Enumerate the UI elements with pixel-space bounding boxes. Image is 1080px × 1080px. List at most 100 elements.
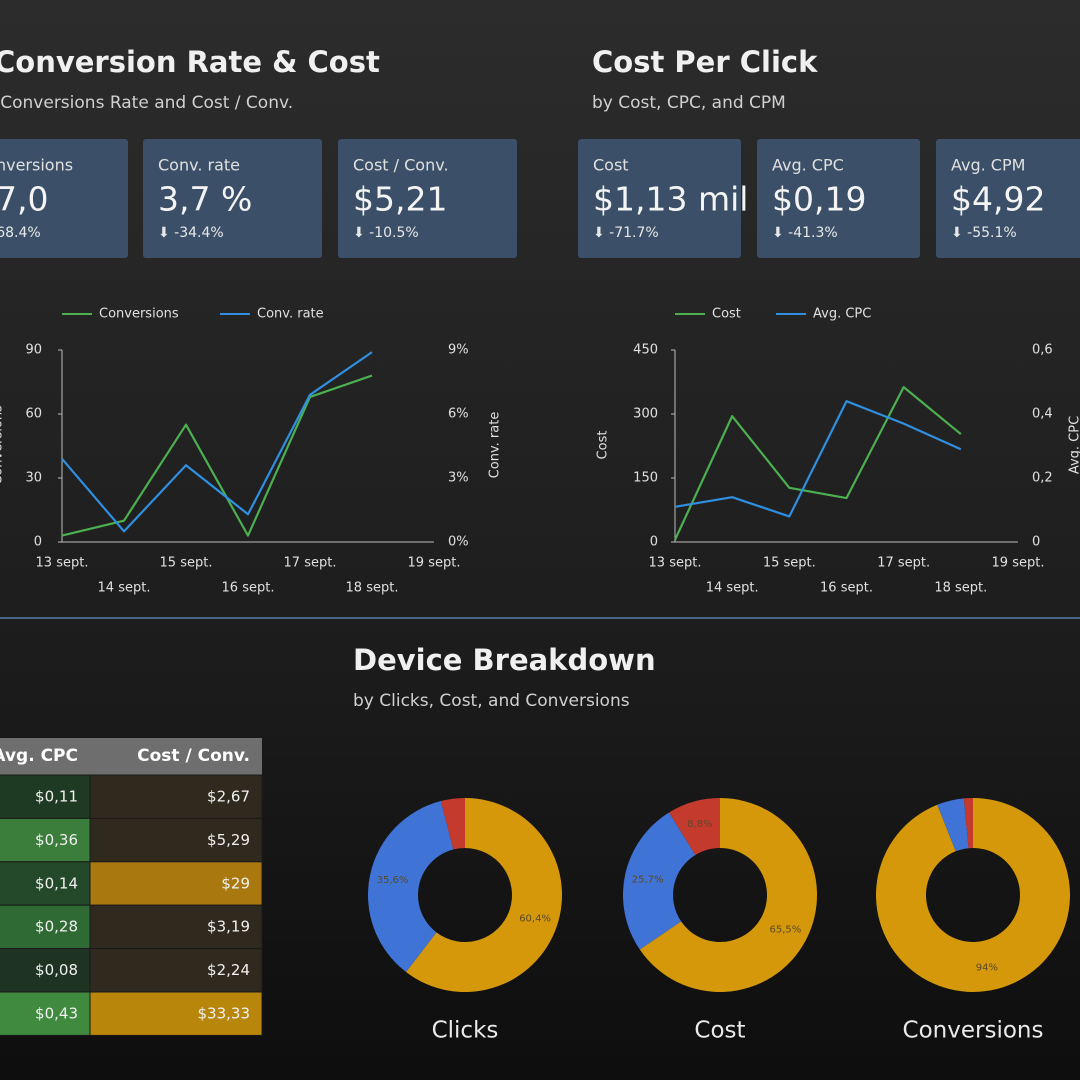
x-tick-label: 18 sept. [346, 581, 399, 596]
kpi-value: 17,0 [0, 180, 48, 219]
x-tick-label: 16 sept. [820, 581, 873, 596]
y-tick-label: 150 [633, 471, 658, 486]
table-cell-text: $33,33 [198, 1005, 251, 1023]
table-cell [0, 948, 91, 993]
y-axis-label: Cost [596, 431, 611, 460]
kpi-change: ⬇ -34.4% [158, 225, 224, 241]
y-axis-label: Conversions [0, 405, 6, 485]
y2-axis-label: Conv. rate [488, 412, 503, 479]
x-tick-label: 17 sept. [284, 556, 337, 571]
section-subtitle: by Cost, CPC, and CPM [592, 93, 786, 113]
kpi-label: Avg. CPM [951, 156, 1025, 175]
table-cell-text: $5,29 [207, 831, 250, 849]
table-cell [89, 991, 263, 1036]
y2-tick-label: 6% [448, 407, 469, 422]
legend-label: Avg. CPC [813, 307, 871, 322]
kpi-label: Avg. CPC [772, 156, 844, 175]
table-cell [0, 991, 91, 1036]
x-tick-label: 19 sept. [408, 556, 461, 571]
kpi-card [757, 139, 920, 258]
legend-label: Conv. rate [257, 307, 324, 322]
table-cell [0, 817, 91, 863]
table-cell [89, 948, 263, 993]
section-title: Cost Per Click [592, 45, 818, 79]
y2-tick-label: 0% [448, 535, 469, 550]
section-subtitle: by Conversions Rate and Cost / Conv. [0, 93, 293, 113]
kpi-card [936, 139, 1080, 258]
x-tick-label: 15 sept. [160, 556, 213, 571]
series-line [61, 374, 373, 537]
table-cell-text: $2,67 [207, 788, 250, 806]
y2-tick-label: 0,4 [1032, 407, 1053, 422]
table-cell-text: $0,11 [35, 788, 78, 806]
y2-tick-label: 0 [1032, 535, 1040, 550]
table-header: Cost / Conv. [137, 746, 250, 766]
y-tick-label: 450 [633, 343, 658, 358]
x-tick-label: 13 sept. [36, 556, 89, 571]
kpi-card [0, 139, 128, 258]
x-tick-label: 14 sept. [98, 581, 151, 596]
kpi-label: Cost / Conv. [353, 156, 449, 175]
x-tick-label: 18 sept. [934, 581, 987, 596]
legend-label: Cost [712, 307, 741, 322]
donut-slice [876, 798, 1070, 992]
slice-label: 60,4% [519, 914, 551, 925]
kpi-label: Conversions [0, 156, 73, 175]
y2-tick-label: 9% [448, 343, 469, 358]
y-tick-label: 0 [34, 535, 42, 550]
y-tick-label: 90 [25, 343, 42, 358]
series-line [674, 386, 962, 541]
y2-axis-label: Avg. CPC [1068, 416, 1080, 474]
section-title: Device Breakdown [353, 643, 656, 677]
slice-label: 35,6% [377, 875, 409, 886]
y2-tick-label: 0,6 [1032, 343, 1053, 358]
kpi-card [143, 139, 322, 258]
donut-slice [669, 798, 720, 856]
table-header: Avg. CPC [0, 746, 78, 766]
x-tick-label: 13 sept. [649, 556, 702, 571]
kpi-change: ⬇ -71.7% [593, 225, 659, 241]
kpi-change: ⬇ -55.1% [951, 225, 1017, 241]
kpi-change: ⬇ -41.3% [772, 225, 838, 241]
donut-slice [639, 798, 817, 992]
table-cell [89, 861, 263, 906]
kpi-label: Cost [593, 156, 629, 175]
table-cell-text: $2,24 [207, 961, 250, 979]
section-subtitle: by Clicks, Cost, and Conversions [353, 691, 630, 711]
x-tick-label: 15 sept. [763, 556, 816, 571]
slice-label: 25,7% [632, 875, 664, 886]
x-tick-label: 16 sept. [222, 581, 275, 596]
table-cell-text: $29 [221, 874, 250, 892]
table-cell-text: $3,19 [207, 918, 250, 936]
x-tick-label: 17 sept. [877, 556, 930, 571]
table-cell [89, 904, 263, 950]
donut-slice [937, 798, 969, 852]
donut-caption: Conversions [903, 1018, 1044, 1044]
kpi-value: $1,13 mil [593, 180, 748, 219]
donut-slice [963, 798, 973, 849]
series-line [61, 351, 373, 533]
y2-tick-label: 0,2 [1032, 471, 1053, 486]
table-cell-text: $0,28 [35, 918, 78, 936]
kpi-card [578, 139, 741, 258]
donut-slice [406, 798, 562, 992]
donut-caption: Clicks [432, 1018, 499, 1044]
y2-tick-label: 3% [448, 471, 469, 486]
y-tick-label: 30 [25, 471, 42, 486]
kpi-label: Conv. rate [158, 156, 240, 175]
table-cell-text: $0,36 [35, 831, 78, 849]
kpi-card [338, 139, 517, 258]
table-cell [0, 861, 91, 906]
kpi-value: 3,7 % [158, 180, 252, 219]
kpi-value: $0,19 [772, 180, 866, 219]
legend-label: Conversions [99, 307, 179, 322]
table-cell-text: $0,08 [35, 961, 78, 979]
donut-slice [367, 801, 454, 973]
table-header-bg [0, 738, 262, 775]
donut-caption: Cost [694, 1018, 745, 1044]
slice-label: 8,8% [687, 819, 712, 830]
donut-slice [623, 812, 696, 950]
y-tick-label: 300 [633, 407, 658, 422]
donut-slice [440, 798, 465, 850]
